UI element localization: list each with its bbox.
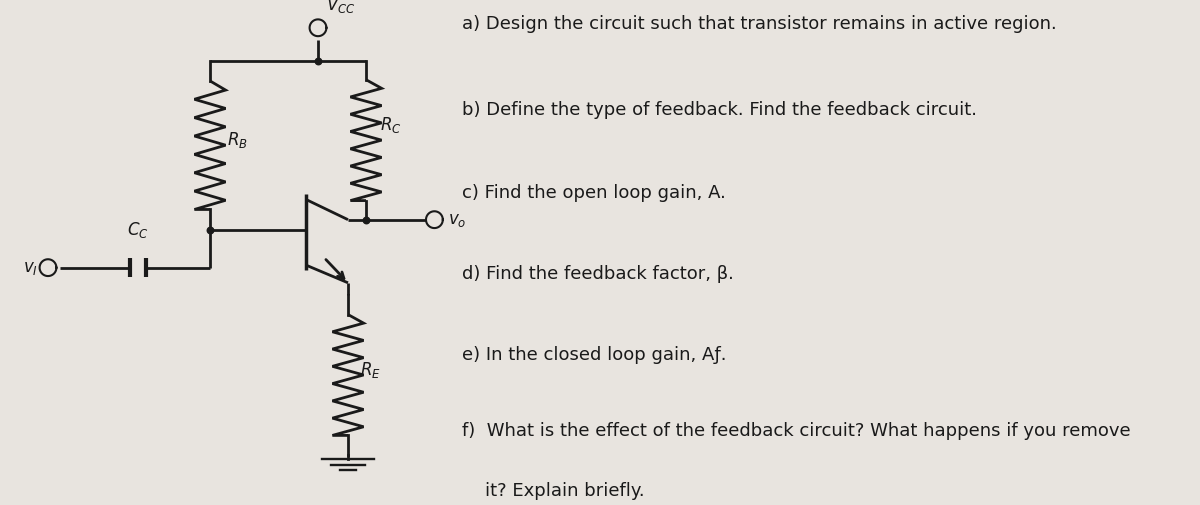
Text: f)  What is the effect of the feedback circuit? What happens if you remove: f) What is the effect of the feedback ci…	[462, 422, 1130, 440]
Text: a) Design the circuit such that transistor remains in active region.: a) Design the circuit such that transist…	[462, 15, 1057, 33]
Text: $C_C$: $C_C$	[127, 220, 149, 240]
Text: it? Explain briefly.: it? Explain briefly.	[462, 482, 644, 500]
Text: $v_I$: $v_I$	[24, 259, 38, 277]
Text: e) In the closed loop gain, Aƒ.: e) In the closed loop gain, Aƒ.	[462, 346, 726, 364]
Text: b) Define the type of feedback. Find the feedback circuit.: b) Define the type of feedback. Find the…	[462, 101, 977, 119]
Text: $v_o$: $v_o$	[448, 211, 466, 229]
Point	[200, 226, 220, 234]
Text: $V_{CC}$: $V_{CC}$	[326, 0, 356, 15]
Text: $R_E$: $R_E$	[360, 360, 380, 380]
Text: $R_C$: $R_C$	[380, 115, 402, 135]
Point	[356, 216, 376, 224]
Text: c) Find the open loop gain, A.: c) Find the open loop gain, A.	[462, 184, 726, 203]
Text: d) Find the feedback factor, β.: d) Find the feedback factor, β.	[462, 265, 734, 283]
Point	[308, 57, 328, 65]
Text: $R_B$: $R_B$	[227, 130, 247, 150]
